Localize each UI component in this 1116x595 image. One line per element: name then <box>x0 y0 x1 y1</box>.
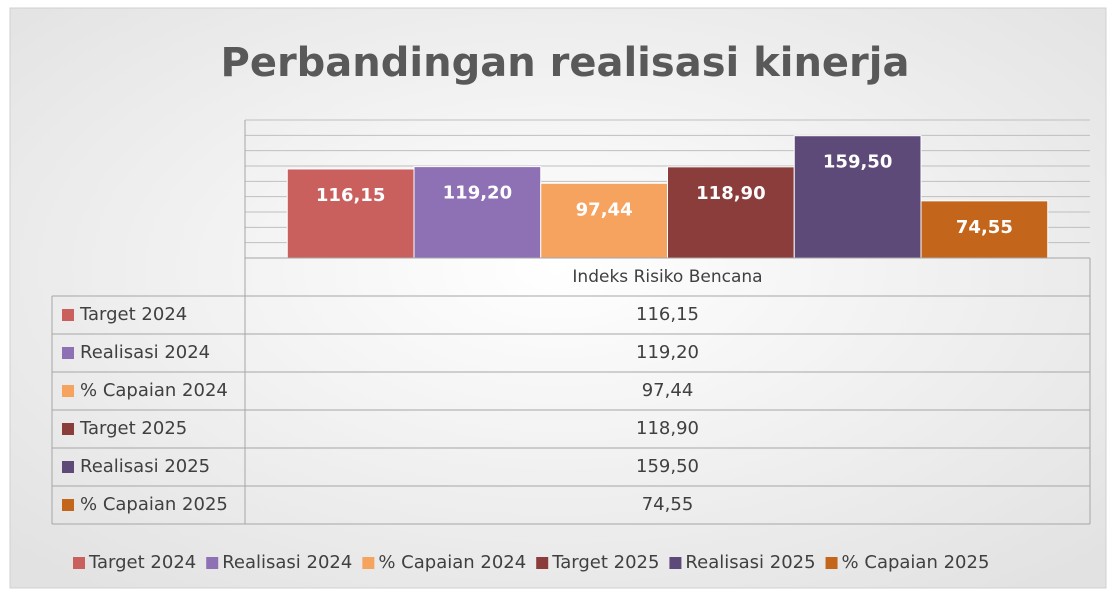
table-row-label: Realisasi 2024 <box>80 342 210 363</box>
legend-key <box>669 557 682 569</box>
bar <box>286 168 415 259</box>
bar <box>793 135 922 259</box>
table-legend-key <box>62 347 74 359</box>
bar <box>920 200 1049 259</box>
bar <box>540 182 668 259</box>
table-cell: 159,50 <box>636 456 699 477</box>
legend-key <box>73 557 85 569</box>
bar <box>667 166 795 259</box>
data-label: 97,44 <box>576 199 633 220</box>
table-legend-key <box>62 385 74 397</box>
table-row-label: Target 2024 <box>79 304 187 325</box>
table-cell: 118,90 <box>636 418 699 439</box>
table-row-label: % Capaian 2025 <box>80 494 228 515</box>
table-header: Indeks Risiko Bencana <box>572 267 762 287</box>
table-cell: 119,20 <box>636 342 699 363</box>
table-legend-key <box>62 309 74 321</box>
legend-key <box>362 557 375 569</box>
legend-label: Realisasi 2024 <box>222 552 352 573</box>
data-label: 159,50 <box>823 152 892 173</box>
legend-key <box>825 557 838 569</box>
legend-label: % Capaian 2025 <box>842 552 990 573</box>
bar <box>413 166 542 259</box>
legend-label: Target 2025 <box>551 552 659 573</box>
data-label: 74,55 <box>956 217 1013 238</box>
legend-label: Target 2024 <box>88 552 196 573</box>
legend-key <box>206 557 219 569</box>
chart-title: Perbandingan realisasi kinerja <box>221 40 910 86</box>
legend-label: Realisasi 2025 <box>685 552 815 573</box>
legend-key <box>536 557 549 569</box>
table-legend-key <box>62 423 74 435</box>
legend-label: % Capaian 2024 <box>378 552 526 573</box>
data-label: 118,90 <box>696 183 765 204</box>
table-legend-key <box>62 499 74 511</box>
data-label: 116,15 <box>316 185 385 206</box>
table-row-label: % Capaian 2024 <box>80 380 228 401</box>
table-cell: 74,55 <box>642 494 694 515</box>
table-row-label: Target 2025 <box>79 418 187 439</box>
table-row-label: Realisasi 2025 <box>80 456 210 477</box>
data-label: 119,20 <box>443 183 512 204</box>
table-legend-key <box>62 461 74 473</box>
table-cell: 116,15 <box>636 304 699 325</box>
chart-area <box>9 7 1107 589</box>
table-cell: 97,44 <box>642 380 694 401</box>
